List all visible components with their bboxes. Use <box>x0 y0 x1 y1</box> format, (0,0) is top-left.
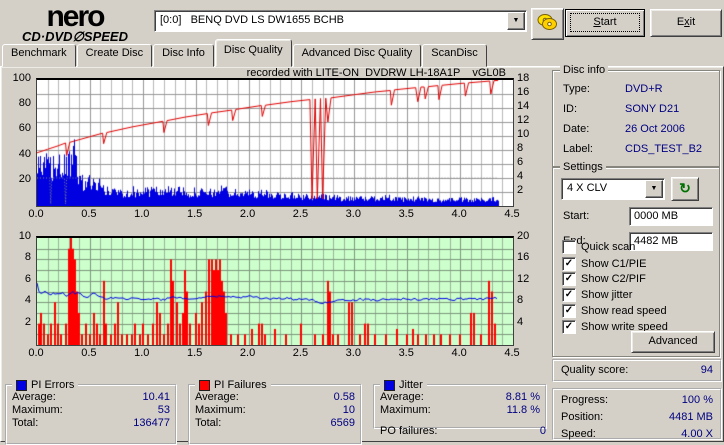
progress-box: Progress: 100 % Position: 4481 MB Speed: 4.… <box>552 388 722 440</box>
quality-chart-pi-failures <box>36 236 514 346</box>
drive-select[interactable]: [0:0] BENQ DVD LS DW1655 BCHB ▼ <box>154 10 527 32</box>
refresh-icon: ↻ <box>679 180 691 196</box>
pi-failures-color-swatch <box>199 379 210 391</box>
settings-title: Settings <box>560 161 606 173</box>
end-position-input[interactable]: 4482 MB <box>629 232 713 251</box>
exit-button[interactable]: Exit <box>650 9 722 37</box>
pi-errors-color-swatch <box>16 379 27 391</box>
checkbox[interactable]: ✓ <box>562 320 576 334</box>
progress-row: Progress: 100 % <box>561 394 713 406</box>
tab-benchmark[interactable]: Benchmark <box>2 44 76 67</box>
pi-failures-box: PI Failures Average: 0.58 Maximum: 10 Tota… <box>188 379 362 445</box>
pi-errors-legend: PI Errors <box>12 379 79 391</box>
tab-disc-info[interactable]: Disc Info <box>153 44 214 67</box>
quality-chart-pi-errors <box>36 78 514 207</box>
checkbox-show-write-speed[interactable]: ✓ Show write speed <box>562 320 668 334</box>
checkbox-show-c2-pif[interactable]: ✓ Show C2/PIF <box>562 272 646 286</box>
speed-row: Speed: 4.00 X <box>561 428 713 440</box>
checkbox[interactable]: ✓ <box>562 257 576 271</box>
stat-row: Maximum: 11.8 % <box>380 404 540 416</box>
start-position-input[interactable]: 0000 MB <box>629 207 713 226</box>
checkbox[interactable]: ✓ <box>562 272 576 286</box>
advanced-button[interactable]: Advanced <box>631 331 715 353</box>
disc-info-group: Disc info Type: DVD+R ID: SONY D21 Date: 26… <box>552 64 720 167</box>
settings-group: Settings 4 X CLV ▼ ↻ Start: 0000 MB End:… <box>552 161 720 357</box>
po-failures-row: PO failures: 0 <box>380 425 546 437</box>
eject-disc-button[interactable] <box>531 8 564 40</box>
quality-score-row: Quality score: 94 <box>561 364 713 376</box>
speed-select-dropdown-button[interactable]: ▼ <box>645 180 663 198</box>
stat-row: Maximum: 53 <box>12 404 170 416</box>
checkbox-show-read-speed[interactable]: ✓ Show read speed <box>562 304 667 318</box>
drive-select-value: [0:0] BENQ DVD LS DW1655 BCHB <box>160 14 345 26</box>
tab-disc-quality[interactable]: Disc Quality <box>214 39 292 67</box>
jitter-color-swatch <box>384 379 395 391</box>
checkbox[interactable]: ✓ <box>562 240 576 254</box>
pi-errors-box: PI Errors Average: 10.41 Maximum: 53 Total… <box>5 379 177 445</box>
disc-type-value: DVD+R <box>625 83 663 95</box>
checkbox-show-c1-pie[interactable]: ✓ Show C1/PIE <box>562 257 646 271</box>
discs-icon <box>537 14 557 30</box>
pi-failures-legend: PI Failures <box>195 379 271 391</box>
tab-advanced-disc-quality[interactable]: Advanced Disc Quality <box>292 44 422 67</box>
checkbox-quick-scan[interactable]: ✓ Quick scan <box>562 240 635 254</box>
start-button[interactable]: Start <box>565 9 645 37</box>
check-icon: ✓ <box>564 258 574 269</box>
chart-title: recorded with LITE-ON DVDRW LH-18A1P vGL… <box>246 67 506 79</box>
check-icon: ✓ <box>564 321 574 332</box>
start-position-label: Start: <box>563 210 590 222</box>
start-button-label: Start <box>570 13 640 32</box>
tab-create-disc[interactable]: Create Disc <box>76 44 153 67</box>
speed-select[interactable]: 4 X CLV ▼ <box>561 178 665 200</box>
disc-date-value: 26 Oct 2006 <box>625 123 685 135</box>
tab-scandisc[interactable]: ScanDisc <box>422 44 487 67</box>
check-icon: ✓ <box>564 289 574 300</box>
quality-score-value: 94 <box>700 364 713 376</box>
disc-info-title: Disc info <box>560 64 609 76</box>
jitter-box: Jitter Average: 8.81 % Maximum: 11.8 % <box>373 379 547 429</box>
stat-row: Total: 6569 <box>195 417 355 429</box>
disc-id-value: SONY D21 <box>625 103 680 115</box>
chevron-down-icon: ▼ <box>512 17 520 24</box>
stat-row: Average: 10.41 <box>12 391 170 403</box>
stat-row: Average: 0.58 <box>195 391 355 403</box>
checkbox[interactable]: ✓ <box>562 304 576 318</box>
logo-nero: nero <box>46 0 105 33</box>
checkbox[interactable]: ✓ <box>562 288 576 302</box>
app-logo: nero CD·DVD∅SPEED <box>4 0 146 44</box>
jitter-legend: Jitter <box>380 379 427 391</box>
disc-label-value: CDS_TEST_B2 <box>625 143 703 155</box>
stat-row: Average: 8.81 % <box>380 391 540 403</box>
position-row: Position: 4481 MB <box>561 411 713 423</box>
drive-select-dropdown-button[interactable]: ▼ <box>507 12 525 30</box>
check-icon: ✓ <box>564 305 574 316</box>
logo-cd-dvd-speed: CD·DVD∅SPEED <box>22 29 128 44</box>
stat-row: Total: 136477 <box>12 417 170 429</box>
exit-button-label: Exit <box>676 16 696 28</box>
tab-bar: Benchmark Create Disc Disc Info Disc Qua… <box>2 39 488 67</box>
check-icon: ✓ <box>564 273 574 284</box>
quality-score-box: Quality score: 94 <box>552 359 722 382</box>
checkbox-show-jitter[interactable]: ✓ Show jitter <box>562 288 632 302</box>
stat-row: Maximum: 10 <box>195 404 355 416</box>
chevron-down-icon: ▼ <box>650 185 658 192</box>
refresh-button[interactable]: ↻ <box>671 177 699 201</box>
